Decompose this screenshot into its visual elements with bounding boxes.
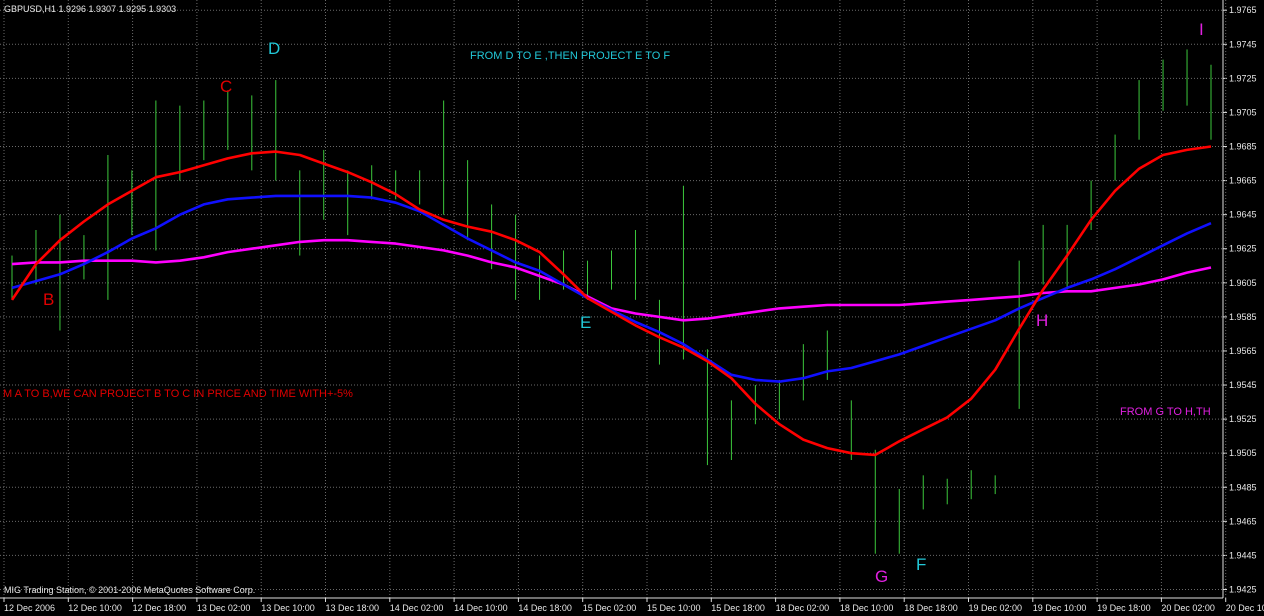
y-tick-label: 1.9665 [1229, 176, 1257, 186]
annotation: FROM D TO E ,THEN PROJECT E TO F [470, 50, 670, 62]
x-tick-label: 15 Dec 18:00 [711, 603, 765, 613]
annotation: FROM G TO H,TH [1120, 406, 1211, 418]
y-tick-label: 1.9645 [1229, 210, 1257, 220]
annotation: D [268, 39, 280, 58]
y-tick-label: 1.9565 [1229, 346, 1257, 356]
chart-title: GBPUSD,H1 1.9296 1.9307 1.9295 1.9303 [4, 4, 176, 14]
x-tick-label: 13 Dec 18:00 [326, 603, 380, 613]
annotation: H [1036, 311, 1048, 330]
y-tick-label: 1.9505 [1229, 448, 1257, 458]
x-tick-label: 15 Dec 10:00 [647, 603, 701, 613]
y-tick-label: 1.9625 [1229, 244, 1257, 254]
x-tick-label: 19 Dec 02:00 [969, 603, 1023, 613]
x-tick-label: 19 Dec 10:00 [1033, 603, 1087, 613]
annotation: E [580, 313, 591, 332]
x-tick-label: 18 Dec 10:00 [840, 603, 894, 613]
x-tick-label: 19 Dec 18:00 [1097, 603, 1151, 613]
annotation: F [916, 555, 926, 574]
x-tick-label: 12 Dec 10:00 [68, 603, 122, 613]
y-tick-label: 1.9485 [1229, 482, 1257, 492]
moving-average-line [10, 145, 1212, 457]
x-tick-label: 20 Dec 10:00 [1226, 603, 1264, 613]
x-tick-label: 14 Dec 02:00 [390, 603, 444, 613]
x-tick-label: 18 Dec 02:00 [776, 603, 830, 613]
y-tick-label: 1.9705 [1229, 107, 1257, 117]
x-tick-label: 13 Dec 10:00 [261, 603, 315, 613]
x-tick-label: 14 Dec 10:00 [454, 603, 508, 613]
x-tick-label: 14 Dec 18:00 [518, 603, 572, 613]
y-tick-label: 1.9545 [1229, 380, 1257, 390]
annotation: G [875, 567, 888, 586]
annotation: M A TO B,WE CAN PROJECT B TO C IN PRICE … [3, 388, 353, 400]
moving-average-line [11, 238, 1212, 322]
x-tick-label: 13 Dec 02:00 [197, 603, 251, 613]
y-tick-label: 1.9725 [1229, 73, 1257, 83]
moving-average-line [11, 194, 1212, 383]
y-tick-label: 1.9685 [1229, 142, 1257, 152]
y-tick-label: 1.9525 [1229, 414, 1257, 424]
y-tick-label: 1.9605 [1229, 278, 1257, 288]
y-tick-label: 1.9585 [1229, 312, 1257, 322]
y-tick-label: 1.9765 [1229, 5, 1257, 15]
x-tick-label: 12 Dec 2006 [4, 603, 55, 613]
x-tick-label: 12 Dec 18:00 [133, 603, 187, 613]
y-tick-label: 1.9445 [1229, 550, 1257, 560]
x-tick-label: 15 Dec 02:00 [583, 603, 637, 613]
x-tick-label: 20 Dec 02:00 [1161, 603, 1215, 613]
annotation: I [1199, 20, 1204, 39]
y-tick-label: 1.9465 [1229, 516, 1257, 526]
annotation: B [43, 290, 54, 309]
footer: MIG Trading Station, © 2001-2006 MetaQuo… [4, 585, 255, 595]
y-tick-label: 1.9745 [1229, 39, 1257, 49]
x-tick-label: 18 Dec 18:00 [904, 603, 958, 613]
y-tick-label: 1.9425 [1229, 584, 1257, 594]
annotation: C [220, 77, 232, 96]
